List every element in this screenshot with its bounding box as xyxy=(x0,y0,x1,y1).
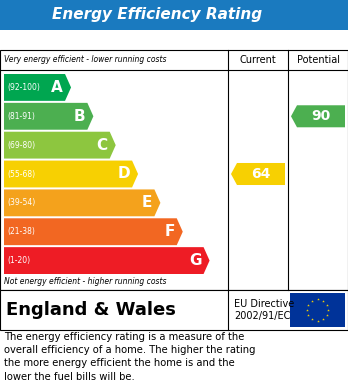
Text: B: B xyxy=(74,109,85,124)
Text: (39-54): (39-54) xyxy=(7,198,35,207)
Bar xyxy=(0,50,348,290)
Polygon shape xyxy=(231,163,285,185)
Polygon shape xyxy=(4,161,138,187)
Text: EU Directive: EU Directive xyxy=(234,299,294,309)
Text: (92-100): (92-100) xyxy=(7,83,40,92)
Bar xyxy=(0,290,348,330)
Text: Current: Current xyxy=(240,55,276,65)
Text: G: G xyxy=(189,253,201,268)
Text: (21-38): (21-38) xyxy=(7,227,35,236)
Text: F: F xyxy=(164,224,175,239)
Polygon shape xyxy=(4,218,183,245)
Text: E: E xyxy=(142,196,152,210)
Bar xyxy=(0,0,348,30)
Polygon shape xyxy=(291,105,345,127)
Text: The energy efficiency rating is a measure of the
overall efficiency of a home. T: The energy efficiency rating is a measur… xyxy=(4,332,255,382)
Text: C: C xyxy=(97,138,108,152)
Text: (1-20): (1-20) xyxy=(7,256,30,265)
Text: Potential: Potential xyxy=(296,55,340,65)
Text: Energy Efficiency Rating: Energy Efficiency Rating xyxy=(52,7,262,23)
Polygon shape xyxy=(4,247,209,274)
Text: (55-68): (55-68) xyxy=(7,170,35,179)
Text: 64: 64 xyxy=(251,167,271,181)
Text: (81-91): (81-91) xyxy=(7,112,35,121)
Text: England & Wales: England & Wales xyxy=(6,301,176,319)
Polygon shape xyxy=(4,132,116,159)
Polygon shape xyxy=(4,103,93,130)
Text: Not energy efficient - higher running costs: Not energy efficient - higher running co… xyxy=(4,278,166,287)
Polygon shape xyxy=(4,74,71,101)
Text: A: A xyxy=(51,80,63,95)
Text: (69-80): (69-80) xyxy=(7,141,35,150)
Text: 90: 90 xyxy=(311,109,331,123)
Polygon shape xyxy=(4,189,160,216)
Text: 2002/91/EC: 2002/91/EC xyxy=(234,311,290,321)
Bar xyxy=(290,293,345,327)
Text: D: D xyxy=(117,167,130,181)
Text: Very energy efficient - lower running costs: Very energy efficient - lower running co… xyxy=(4,56,166,65)
